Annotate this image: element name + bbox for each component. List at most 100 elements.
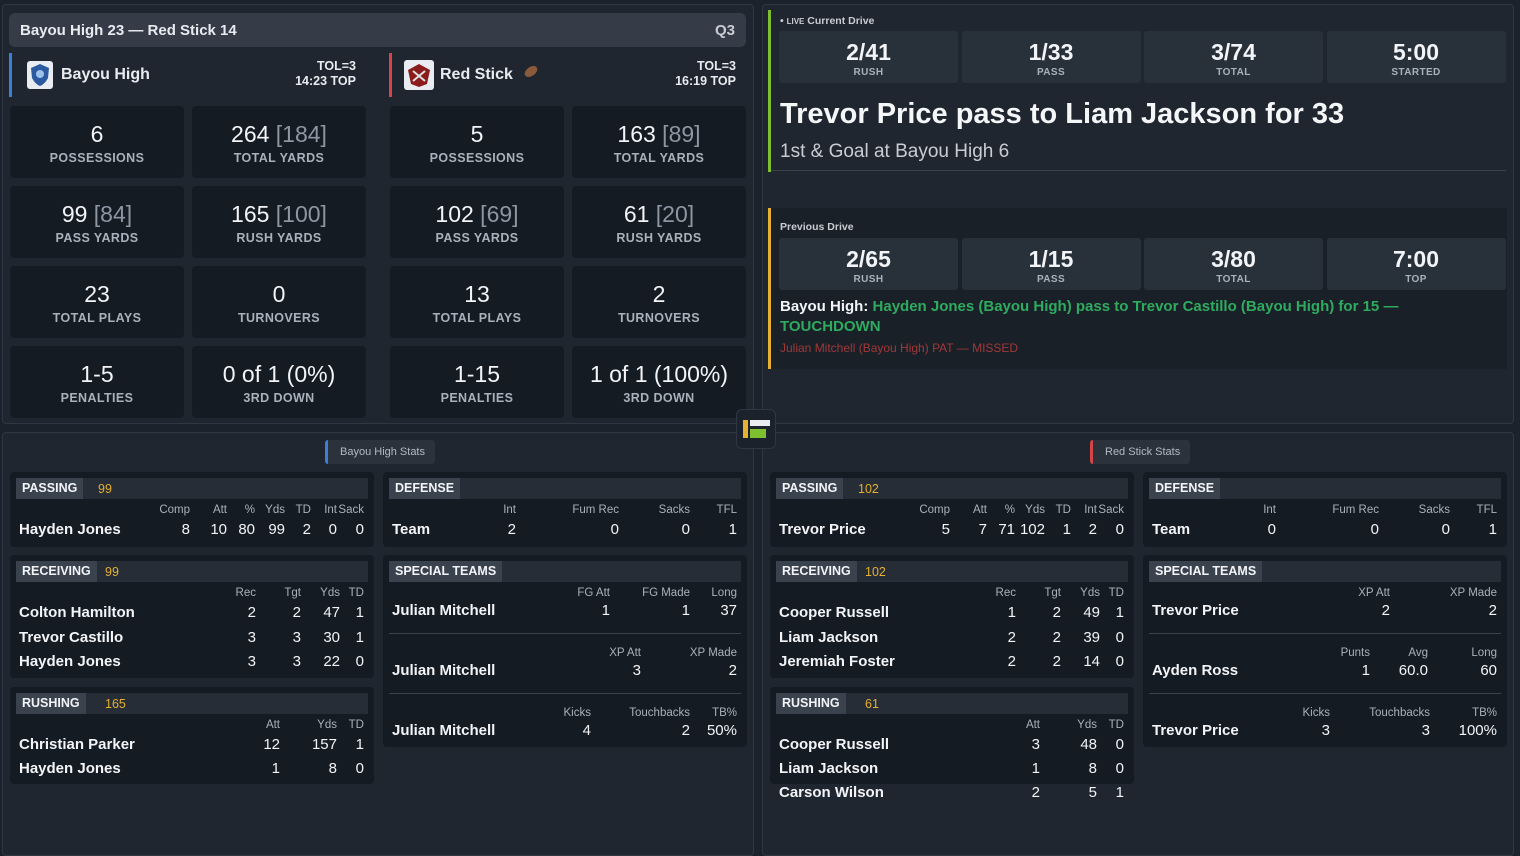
away-stat-main: 2	[652, 281, 666, 307]
special-row-value: 100%	[1458, 722, 1497, 739]
special-row-value: 2	[681, 722, 690, 739]
current-drive-tile: 1/33 PASS	[961, 31, 1141, 83]
special-row-value: 1	[601, 602, 610, 619]
passing-col-header: Sack	[1098, 504, 1124, 516]
passing-card: PASSING 99 Comp Att% Yds TD Int Sack Hayden Jone…	[10, 472, 374, 547]
away-team-header: Red Stick TOL=3 16:19 TOP	[389, 53, 746, 97]
passing-row-value: 7	[978, 521, 987, 538]
rushing-col-header: Yds	[1077, 719, 1097, 731]
away-stats-tab[interactable]: Red Stick Stats	[1090, 440, 1191, 464]
home-stat-value: 6	[10, 121, 184, 148]
receiving-row-name: Colton Hamilton	[19, 604, 135, 621]
passing-col-header: Att	[972, 504, 987, 516]
current-down-text: 1st & Goal at Bayou High 6	[780, 141, 1010, 162]
home-top: 14:23 TOP	[295, 74, 356, 88]
home-stats-tab[interactable]: Bayou High Stats	[325, 440, 435, 464]
home-stat-value: 0 of 1 (0%)	[192, 361, 366, 388]
previous-drive-label: TOTAL	[1216, 274, 1251, 285]
special-row-name: Julian Mitchell	[392, 722, 496, 739]
passing-col-header: Int	[324, 504, 337, 516]
passing-total: 99	[98, 482, 112, 496]
rushing-row-value: 1	[271, 760, 280, 777]
away-stat-label: TURNOVERS	[617, 311, 701, 325]
previous-drive-tile: 7:00 TOP	[1326, 238, 1506, 290]
score-title: Bayou High 23 — Red Stick 14	[20, 22, 237, 39]
special-title: SPECIAL TEAMS	[1149, 561, 1263, 582]
special-divider	[389, 693, 741, 694]
home-stat-label: 3RD DOWN	[243, 391, 315, 405]
receiving-header: RECEIVING 102	[776, 561, 1128, 582]
passing-col-header: %	[244, 504, 255, 516]
rushing-row-value: 1	[355, 736, 364, 753]
special-col-header: FG Made	[642, 587, 690, 599]
defense-col-header: Fum Rec	[572, 504, 619, 516]
app-logo-icon[interactable]	[736, 409, 776, 449]
receiving-row-name: Liam Jackson	[779, 628, 879, 646]
defense-row-value: 1	[1488, 521, 1497, 538]
rushing-header: RUSHING 61	[776, 693, 1128, 714]
special-row-value: 60.0	[1398, 662, 1428, 679]
rushing-row-value: 1	[1031, 760, 1040, 777]
rushing-row-value: 8	[1088, 760, 1097, 777]
home-team-name: Bayou High	[61, 66, 150, 83]
defense-row-name: Team	[1152, 521, 1191, 538]
rushing-col-header: Yds	[317, 719, 337, 731]
passing-row-value: 8	[181, 521, 190, 538]
special-row-name: Julian Mitchell	[392, 602, 496, 619]
special-col-header: TB%	[1472, 707, 1497, 719]
passing-row-value: 5	[941, 521, 950, 538]
away-stat-main: 5	[470, 121, 484, 147]
receiving-col-header: Rec	[995, 587, 1016, 599]
receiving-row-value: 2	[1007, 653, 1016, 670]
passing-col-header: Int	[1084, 504, 1097, 516]
passing-row-value: 2	[1088, 521, 1097, 538]
home-stat-label: PENALTIES	[60, 391, 134, 405]
passing-col-header: Comp	[919, 504, 950, 516]
current-drive-value: 3/74	[1211, 39, 1256, 65]
receiving-row-value: 2	[1052, 604, 1061, 621]
previous-play: Bayou High: Hayden Jones (Bayou High) pa…	[780, 297, 1480, 337]
receiving-row-name: Jeremiah Foster	[779, 653, 895, 670]
defense-col-header: Int	[503, 504, 516, 516]
live-badge: LIVE	[786, 17, 805, 26]
current-drive-label: RUSH	[853, 67, 884, 78]
passing-col-header: Comp	[159, 504, 190, 516]
rushing-row-value: 0	[1115, 760, 1124, 777]
rushing-card: RUSHING 165 Att Yds TD Christian Parker 12 157 1…	[10, 687, 374, 784]
rushing-row-value: 0	[355, 760, 364, 777]
previous-team: Bayou High:	[780, 298, 869, 315]
passing-row-name: Hayden Jones	[19, 521, 121, 538]
home-stat-tile: 165 [100] RUSH YARDS	[192, 186, 366, 258]
receiving-col-header: Rec	[235, 587, 256, 599]
receiving-col-header: Yds	[320, 587, 340, 599]
receiving-col-header: Tgt	[1044, 587, 1061, 599]
away-stat-value: 1-15	[390, 361, 564, 388]
receiving-col-header: Tgt	[284, 587, 301, 599]
previous-drive-label: RUSH	[853, 274, 884, 285]
special-col-header: XP Made	[689, 647, 737, 659]
away-stat-tile: 102 [69] PASS YARDS	[390, 186, 564, 258]
away-stat-value: 102 [69]	[390, 201, 564, 228]
defense-col-header: Sacks	[658, 504, 690, 516]
passing-row-name: Trevor Price	[779, 521, 866, 538]
away-stat-tile: 61 [20] RUSH YARDS	[572, 186, 746, 258]
rushing-col-header: TD	[1108, 719, 1124, 731]
defense-row-value: 0	[610, 521, 619, 538]
away-stat-label: POSSESSIONS	[429, 151, 525, 165]
defense-card: DEFENSE Int Fum Rec Sacks TFL Team 0 0 0 1	[1143, 472, 1507, 547]
away-logo-icon	[404, 60, 434, 90]
away-top: 16:19 TOP	[675, 74, 736, 88]
passing-col-header: TD	[295, 504, 311, 516]
receiving-row-value: 1	[1115, 604, 1124, 621]
rushing-total: 61	[865, 697, 879, 711]
home-stat-value: 1-5	[10, 361, 184, 388]
special-row-name: Ayden Ross	[1152, 662, 1239, 679]
receiving-total: 99	[105, 565, 119, 579]
receiving-row-value: 3	[292, 628, 301, 646]
home-stat-main: 6	[90, 121, 104, 147]
current-drive-label: PASS	[1036, 67, 1066, 78]
receiving-row-value: 30	[323, 628, 340, 646]
passing-row-value: 0	[355, 521, 364, 538]
home-stat-main: 165	[231, 201, 270, 227]
defense-row-name: Team	[392, 521, 431, 538]
